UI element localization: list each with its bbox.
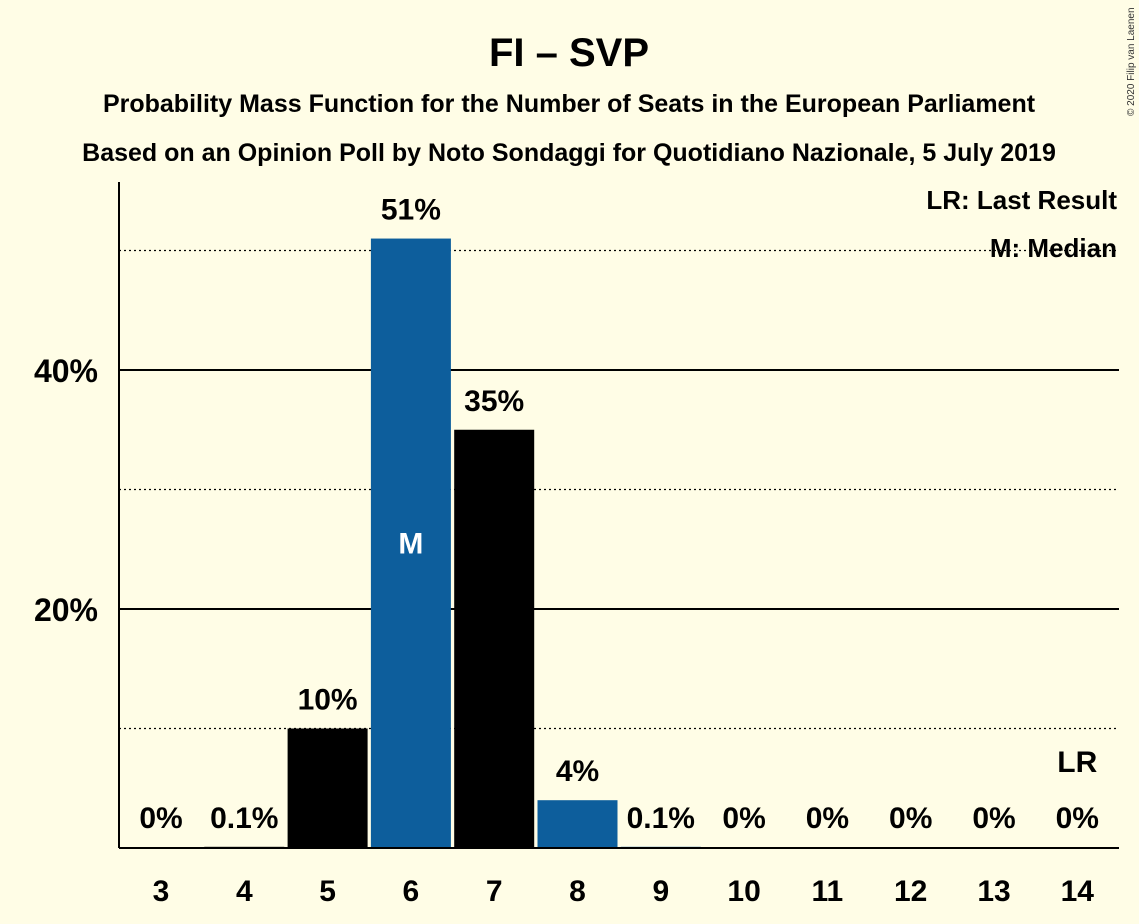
legend-median: M: Median <box>990 233 1117 263</box>
data-labels: 0% 0.1% 10% 51% M 35% 4% 0.1% 0% 0% 0% 0% 0% LR <box>139 194 1099 835</box>
x-tick-label-7: 7 <box>486 875 503 908</box>
data-label-seats-3: 0% <box>139 802 182 835</box>
bars <box>204 238 701 849</box>
x-tick-label-9: 9 <box>652 875 669 908</box>
data-label-seats-7: 35% <box>464 385 524 418</box>
last-result-marker: LR <box>1057 746 1097 779</box>
median-marker: M <box>398 527 423 560</box>
data-label-seats-13: 0% <box>972 802 1015 835</box>
data-label-seats-4: 0.1% <box>210 802 278 835</box>
x-tick-label-5: 5 <box>319 875 336 908</box>
x-tick-label-6: 6 <box>403 875 420 908</box>
y-tick-label: 40% <box>34 353 98 389</box>
y-axis-tick-labels: 20% 40% <box>34 353 98 628</box>
x-tick-label-14: 14 <box>1061 875 1095 908</box>
x-tick-label-10: 10 <box>727 875 760 908</box>
copyright-notice: © 2020 Filip van Laenen <box>1126 7 1137 116</box>
bar-seats-5 <box>287 728 368 848</box>
bar-seats-7 <box>454 429 535 848</box>
data-label-seats-6: 51% <box>381 194 441 227</box>
x-tick-label-13: 13 <box>977 875 1010 908</box>
x-tick-label-4: 4 <box>236 875 253 908</box>
data-label-seats-12: 0% <box>889 802 932 835</box>
data-label-seats-10: 0% <box>722 802 765 835</box>
data-label-seats-14: 0% <box>1056 802 1099 835</box>
y-tick-label: 20% <box>34 592 98 628</box>
x-axis-tick-labels: 3 4 5 6 7 8 9 10 11 12 13 14 <box>153 875 1095 908</box>
legend-last-result: LR: Last Result <box>926 185 1117 215</box>
bar-seats-6 <box>370 238 451 849</box>
data-label-seats-5: 10% <box>298 684 358 717</box>
data-label-seats-11: 0% <box>806 802 849 835</box>
data-label-seats-9: 0.1% <box>627 802 695 835</box>
x-tick-label-8: 8 <box>569 875 586 908</box>
x-tick-label-12: 12 <box>894 875 927 908</box>
data-label-seats-8: 4% <box>556 755 599 788</box>
chart-title: FI – SVP <box>489 31 649 75</box>
grid-lines <box>119 249 1119 730</box>
x-tick-label-11: 11 <box>812 875 844 908</box>
chart-subtitle-1: Probability Mass Function for the Number… <box>103 90 1036 118</box>
bar-seats-8 <box>537 800 618 848</box>
chart-subtitle-2: Based on an Opinion Poll by Noto Sondagg… <box>82 139 1056 167</box>
x-tick-label-3: 3 <box>153 875 170 908</box>
